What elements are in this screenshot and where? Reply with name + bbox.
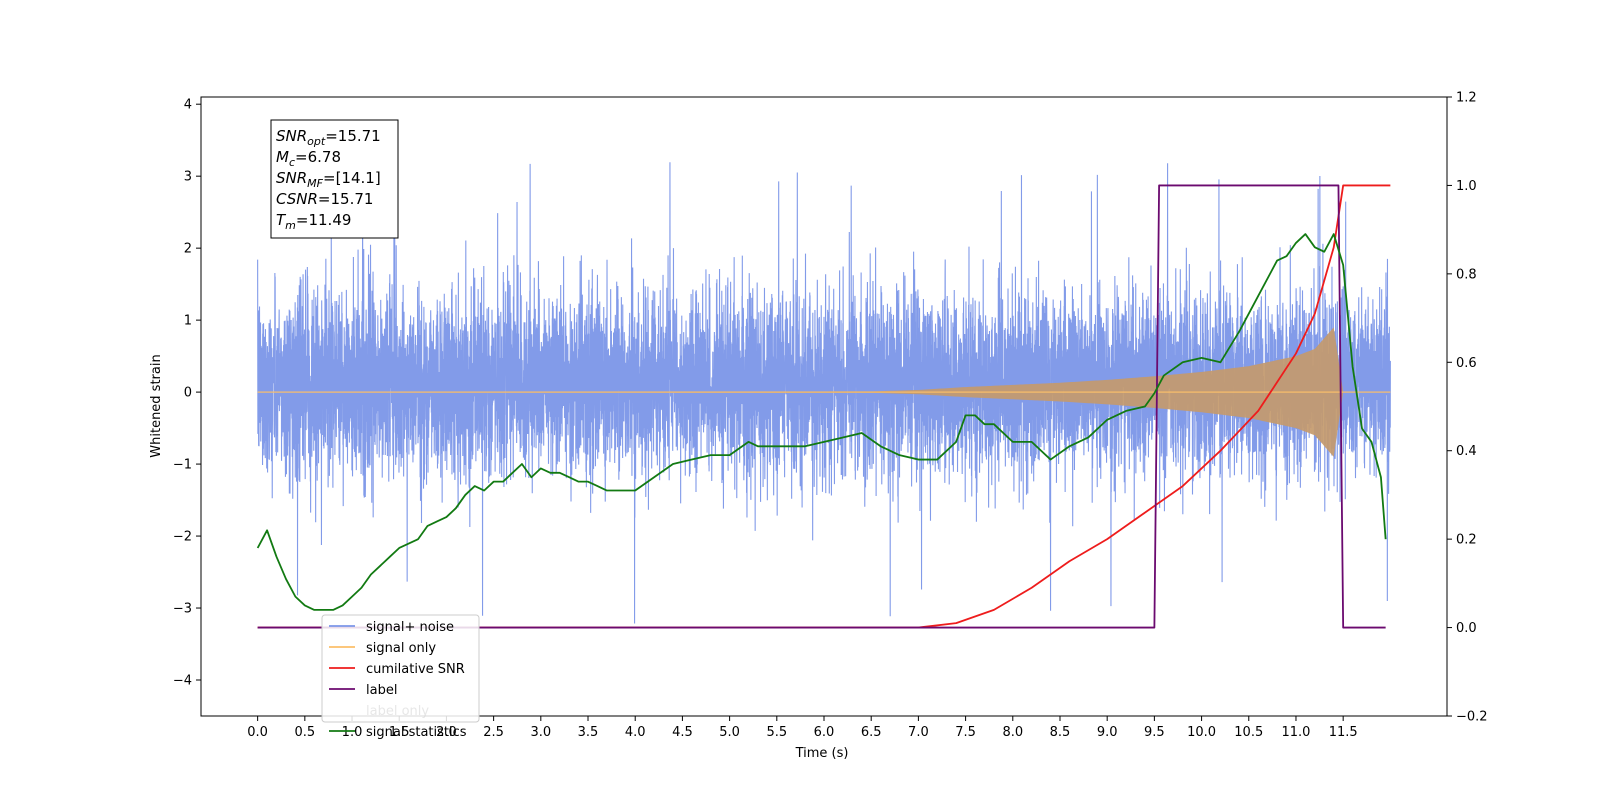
x-tick-label: 6.0	[814, 725, 835, 740]
series-label	[257, 184, 1386, 629]
y-tick-label: 3	[184, 170, 192, 185]
stats-line: SNRopt=15.71	[276, 127, 381, 148]
stats-box: SNRopt=15.71Mc=6.78SNRMF=[14.1]CSNR=15.7…	[270, 119, 399, 239]
legend-label: signal+ noise	[366, 620, 454, 635]
y-tick-label: −2	[173, 530, 192, 545]
y-tick-label: −4	[173, 674, 192, 689]
series-group	[256, 162, 1391, 629]
x-tick-label: 3.0	[530, 725, 551, 740]
legend-label: signal statistics	[366, 725, 467, 740]
stats-line: Tm=11.49	[276, 211, 351, 232]
y2-tick-label: 0.8	[1456, 267, 1477, 282]
x-tick-label: 5.0	[719, 725, 740, 740]
x-tick-label: 11.0	[1281, 725, 1310, 740]
stats-line: Mc=6.78	[276, 148, 341, 169]
x-tick-label: 1.5	[389, 725, 410, 740]
legend: signal+ noise signal only cumilative SNR la…	[321, 614, 480, 740]
x-tick-label: 10.0	[1187, 725, 1216, 740]
y2-tick-label: 0.0	[1456, 621, 1477, 636]
y-tick-label: 0	[184, 386, 192, 401]
x-tick-label: 4.5	[672, 725, 693, 740]
plot-area	[256, 162, 1391, 629]
x-tick-label: 1.0	[342, 725, 363, 740]
y2-tick-label: 0.6	[1456, 356, 1477, 371]
legend-frame	[321, 614, 480, 723]
stats-line: SNRMF=[14.1]	[276, 169, 381, 190]
x-tick-label: 8.5	[1050, 725, 1071, 740]
x-tick-label: 6.5	[861, 725, 882, 740]
y-tick-label: 4	[184, 98, 192, 113]
x-tick-label: 8.0	[1002, 725, 1023, 740]
x-tick-label: 7.0	[908, 725, 929, 740]
x-tick-label: 9.0	[1097, 725, 1118, 740]
legend-label: label only	[366, 704, 429, 719]
axes: 0.0 0.5 1.0 1.5 2.0 2.5 3.0 3.5 4.0 4.5 5.0 5.5 6.0 6…	[173, 91, 1488, 741]
series-signal-noise	[257, 162, 1391, 624]
y2-tick-label: −0.2	[1456, 710, 1488, 725]
x-tick-label: 2.0	[436, 725, 457, 740]
x-tick-label: 11.5	[1329, 725, 1358, 740]
x-axis-label: Time (s)	[795, 746, 849, 761]
x-tick-label: 3.5	[578, 725, 599, 740]
stats-box-frame	[270, 119, 399, 239]
y2-tick-label: 0.2	[1456, 533, 1477, 548]
x-tick-label: 10.5	[1234, 725, 1263, 740]
y-tick-label: 1	[184, 314, 192, 329]
x-tick-label: 0.0	[247, 725, 268, 740]
y-tick-label: −3	[173, 602, 192, 617]
y-tick-label: 2	[184, 242, 192, 257]
x-tick-label: 0.5	[294, 725, 315, 740]
series-signal-statistics	[256, 233, 1387, 611]
y2-tick-label: 1.2	[1456, 91, 1477, 106]
x-tick-label: 2.5	[483, 725, 504, 740]
x-tick-label: 4.0	[625, 725, 646, 740]
x-tick-label: 5.5	[766, 725, 787, 740]
legend-label: signal only	[366, 641, 436, 656]
legend-label: label	[366, 683, 397, 698]
x-tick-label: 7.5	[955, 725, 976, 740]
legend-label: cumilative SNR	[366, 662, 465, 677]
stats-line: CSNR=15.71	[276, 190, 373, 208]
y-axis-label: Whitened strain	[149, 354, 164, 457]
y-tick-label: −1	[173, 458, 192, 473]
x-tick-label: 9.5	[1144, 725, 1165, 740]
y2-tick-label: 1.0	[1456, 179, 1477, 194]
y2-tick-label: 0.4	[1456, 444, 1477, 459]
